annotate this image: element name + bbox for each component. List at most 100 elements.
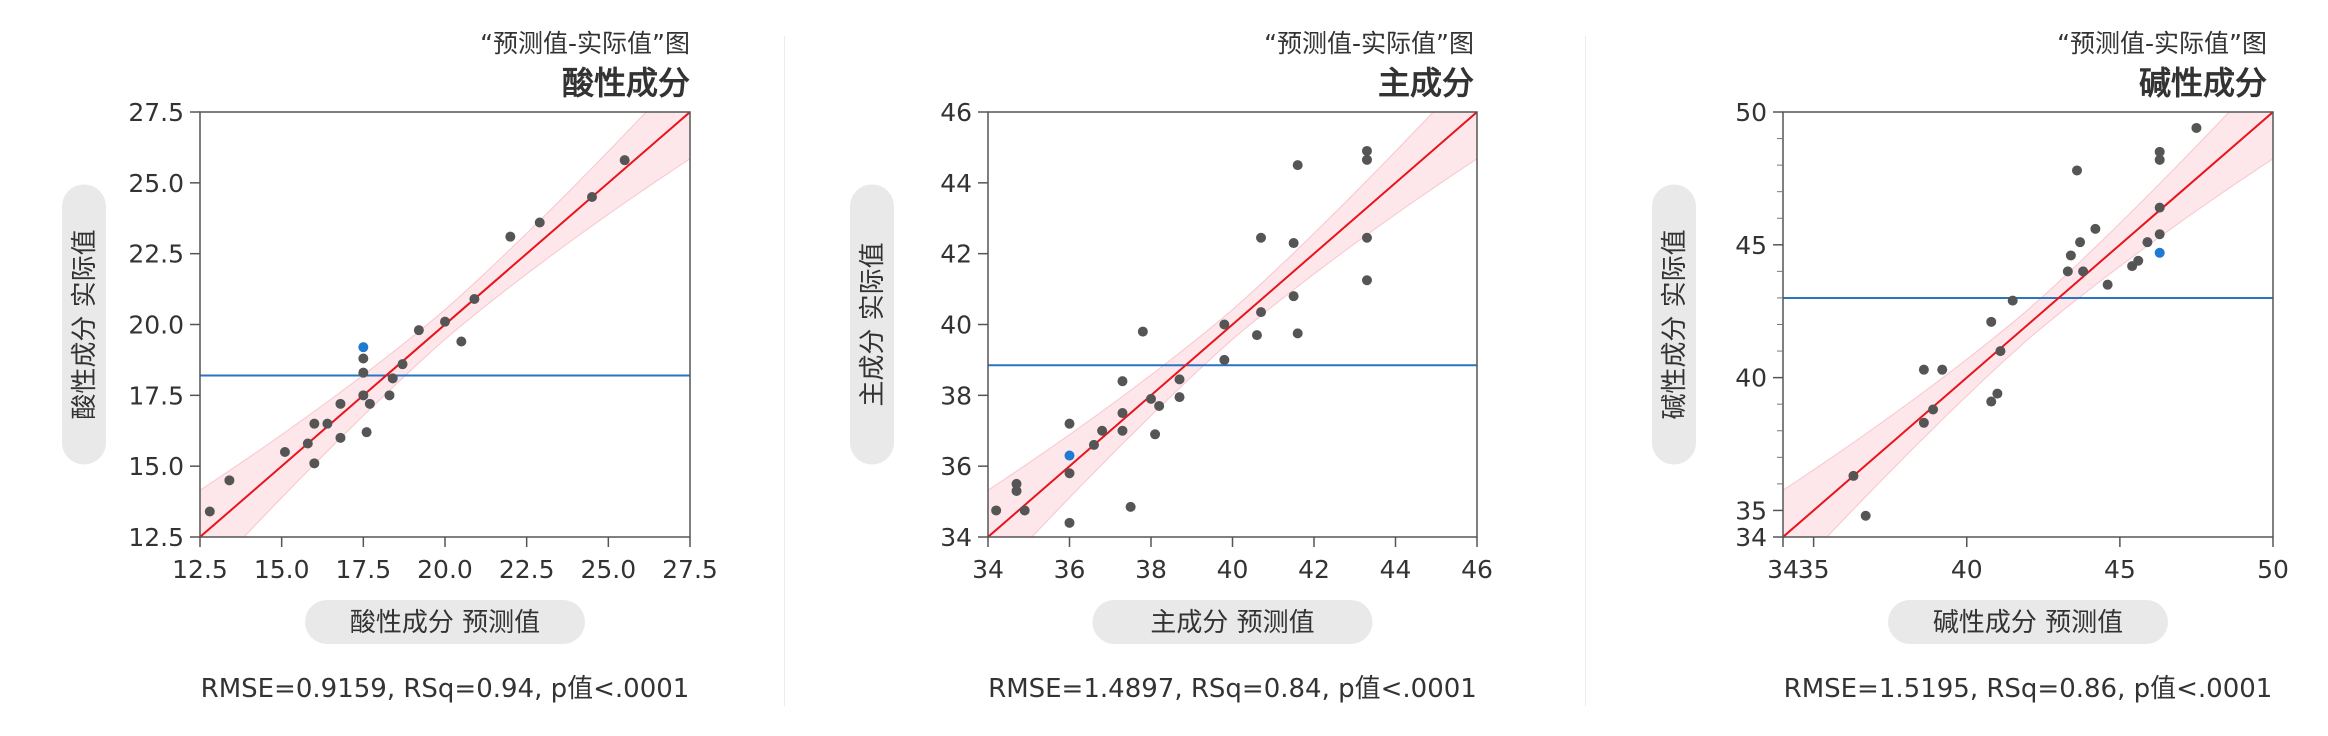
data-point xyxy=(1146,393,1156,404)
data-point xyxy=(309,458,320,469)
panel-main: 34 36 38 40 42 44 46 34 36 38 40 42 44 46 “预测值-实际值”图 主成… xyxy=(788,0,1578,732)
data-point xyxy=(279,447,290,457)
data-point xyxy=(1117,408,1128,419)
data-point xyxy=(1288,238,1299,249)
data-point xyxy=(1918,364,1929,375)
panel-base: 34 35 40 45 50 34 35 40 45 50 “预测值-实际值”图 碱性成分 碱性成分 预… xyxy=(1590,0,2328,732)
data-point xyxy=(1986,316,1997,327)
data-point xyxy=(309,418,320,429)
data-point xyxy=(387,373,398,384)
chart-acid: 12.5 15.0 17.5 20.0 22.5 25.0 27.5 12.5 15.0 17.5… xyxy=(62,29,718,704)
data-point xyxy=(364,398,375,409)
data-point xyxy=(2062,266,2073,277)
data-point xyxy=(1288,291,1299,302)
x-tick-label: 38 xyxy=(1135,555,1167,584)
data-point xyxy=(1011,478,1022,489)
data-point xyxy=(358,390,369,401)
chart-subtitle: “预测值-实际值”图 xyxy=(1264,29,1474,58)
y-tick-label: 20.0 xyxy=(128,311,184,340)
data-point xyxy=(1292,328,1303,339)
data-point xyxy=(1992,388,2003,399)
y-tick-label: 12.5 xyxy=(128,523,184,552)
y-tick-label: 22.5 xyxy=(128,240,184,269)
x-tick-label: 35 xyxy=(1798,555,1830,584)
data-point xyxy=(1251,330,1262,341)
data-point xyxy=(2078,266,2089,277)
data-point xyxy=(1918,417,1929,428)
y-axis-label: 酸性成分 实际值 xyxy=(70,229,100,419)
data-point xyxy=(2154,202,2165,213)
y-tick-label: 36 xyxy=(940,452,972,481)
x-tick-label: 22.5 xyxy=(499,555,555,584)
x-axis-label-pill xyxy=(305,600,585,644)
data-point xyxy=(322,418,333,429)
y-tick-label: 34 xyxy=(1735,523,1767,552)
data-point xyxy=(1137,326,1148,337)
x-tick-label: 40 xyxy=(1951,555,1983,584)
x-tick-label: 20.0 xyxy=(417,555,473,584)
data-point xyxy=(2065,250,2076,261)
data-point xyxy=(1256,232,1267,243)
data-point xyxy=(456,336,467,347)
data-point xyxy=(1361,232,1372,243)
y-tick-label: 42 xyxy=(940,240,972,269)
y-axis-label-pill xyxy=(1652,184,1696,465)
divider xyxy=(1585,36,1586,706)
data-point xyxy=(587,192,597,202)
divider xyxy=(784,36,785,706)
data-point xyxy=(505,231,516,242)
data-point xyxy=(358,367,369,378)
data-point xyxy=(335,432,346,443)
y-tick-label: 45 xyxy=(1735,231,1767,260)
y-axis-label-pill xyxy=(62,184,106,465)
data-point xyxy=(1292,160,1303,171)
data-point xyxy=(1174,392,1185,403)
data-point xyxy=(1125,501,1136,512)
data-point xyxy=(1219,354,1230,365)
x-tick-label: 34 xyxy=(1767,555,1799,584)
chart-title: 碱性成分 xyxy=(2139,64,2267,102)
data-point xyxy=(1361,275,1372,286)
y-tick-label: 35 xyxy=(1735,496,1767,525)
y-tick-label: 17.5 xyxy=(128,381,184,410)
y-axis-label: 碱性成分 实际值 xyxy=(1660,229,1690,419)
y-tick-label: 44 xyxy=(940,169,972,198)
y-tick-label: 15.0 xyxy=(128,452,184,481)
data-point xyxy=(224,475,235,486)
data-point xyxy=(1117,425,1128,436)
data-point xyxy=(1150,429,1161,440)
plot-area xyxy=(200,112,690,537)
data-point xyxy=(2154,146,2165,157)
x-axis-label-pill xyxy=(1092,600,1373,644)
data-point xyxy=(397,359,408,370)
x-tick-label: 44 xyxy=(1380,555,1412,584)
data-point xyxy=(358,353,369,364)
data-point xyxy=(2102,279,2113,290)
data-point xyxy=(1361,154,1372,165)
data-point xyxy=(1064,418,1075,429)
data-point-highlight xyxy=(1064,450,1075,461)
data-point xyxy=(1019,505,1030,516)
stats-text: RMSE=0.9159, RSq=0.94, p值<.0001 xyxy=(201,674,690,704)
data-point xyxy=(1174,374,1185,385)
data-point xyxy=(534,217,545,228)
y-tick-label: 40 xyxy=(940,311,972,340)
data-point xyxy=(1064,468,1075,479)
chart-main: 34 36 38 40 42 44 46 34 36 38 40 42 44 46 “预测值-实际值”图主成… xyxy=(850,29,1493,704)
data-point xyxy=(440,316,450,327)
data-point xyxy=(1986,396,1997,407)
chart-title: 酸性成分 xyxy=(562,64,690,102)
chart-title: 主成分 xyxy=(1378,64,1474,102)
data-point xyxy=(991,505,1002,516)
data-point xyxy=(384,390,395,401)
x-tick-label: 15.0 xyxy=(254,555,310,584)
chart-subtitle: “预测值-实际值”图 xyxy=(480,29,690,58)
y-tick-label: 50 xyxy=(1735,98,1767,127)
data-point xyxy=(1860,510,1871,521)
data-point xyxy=(1219,319,1230,330)
data-point xyxy=(2154,229,2165,240)
data-point xyxy=(2142,237,2153,248)
x-axis-label-pill xyxy=(1888,600,2168,644)
x-axis-label: 主成分 预测值 xyxy=(1150,608,1314,638)
